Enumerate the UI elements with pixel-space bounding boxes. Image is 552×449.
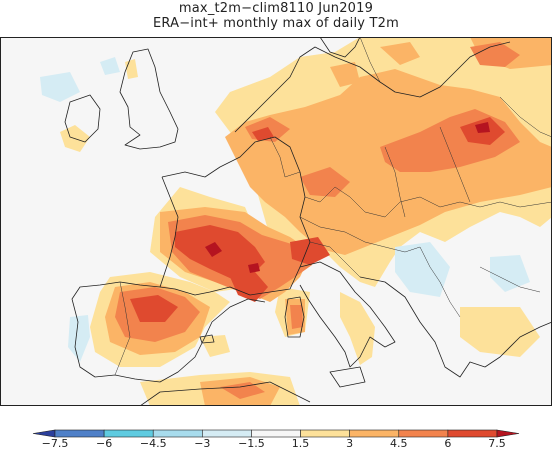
colorbar-cell	[447, 429, 498, 438]
colorbar-tick-label: −3	[194, 437, 210, 449]
colorbar-cell	[103, 429, 154, 438]
plot-title-line-1: max_t2m−clim8110 Jun2019	[178, 1, 374, 16]
colorbar-extend-high	[496, 429, 520, 438]
colorbar-tick-label: 6	[444, 437, 451, 449]
colorbar-tick-label: 4.5	[390, 437, 408, 449]
colorbar-tick-label: −6	[96, 437, 112, 449]
colorbar-cell	[202, 429, 252, 438]
colorbar-tick-label: 1.5	[292, 437, 310, 449]
plot-title-line-2: ERA−int+ monthly max of daily T2m	[153, 16, 399, 31]
colorbar-cell	[251, 429, 301, 438]
colorbar-cell	[398, 429, 449, 438]
colorbar-tick-label: 3	[346, 437, 353, 449]
colorbar-cell	[349, 429, 400, 438]
colorbar-extend-low	[32, 429, 56, 438]
colorbar-cell	[300, 429, 350, 438]
anomaly-band-extreme	[205, 122, 490, 273]
anomaly-map	[0, 37, 552, 406]
colorbar-tick-label: 7.5	[488, 437, 506, 449]
colorbar-tick-label: −4.5	[140, 437, 167, 449]
colorbar-tick-label: −1.5	[238, 437, 265, 449]
coastlines	[64, 38, 551, 405]
colorbar-tick-label: −7.5	[42, 437, 69, 449]
national-borders	[114, 38, 551, 376]
colorbar-cell	[152, 429, 203, 438]
colorbar: −7.5 −6 −4.5 −3 −1.5 1.5 3 4.5 6 7.5	[32, 429, 520, 449]
anomaly-band-cool	[40, 57, 530, 362]
colorbar-cell	[54, 429, 105, 438]
